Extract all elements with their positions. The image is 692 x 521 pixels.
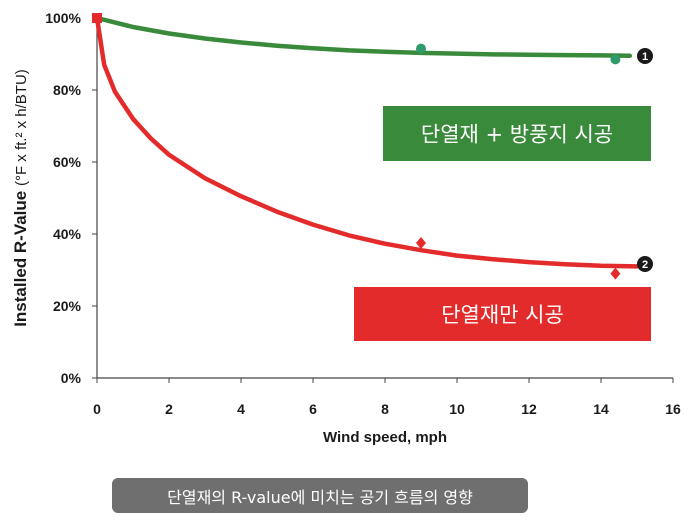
x-axis-title: Wind speed, mph [323,429,447,446]
y-tick-label: 0% [61,370,82,386]
x-tick-label: 14 [593,401,609,417]
series-1-label-box [383,106,651,161]
y-tick-label: 60% [53,154,82,170]
y-tick-label: 20% [53,298,82,314]
x-tick-label: 0 [93,401,101,417]
y-tick-label: 100% [45,10,81,26]
y-tick-label: 80% [53,82,82,98]
series-2-number-label: 2 [642,259,648,271]
x-tick-label: 2 [165,401,173,417]
x-tick-label: 8 [381,401,389,417]
x-tick-label: 12 [521,401,537,417]
series-1-point [416,43,426,54]
series-2-line [94,15,640,269]
series-1-number-badge [637,48,653,64]
series-2-number-badge [637,256,653,272]
y-axis-title-units: (°F x ft.² x h/BTU) [13,69,30,186]
series-2-point [416,237,426,249]
y-axis-title: Installed R-Value (°F x ft.² x h/BTU) [11,69,30,327]
x-tick-label: 16 [665,401,681,417]
y-tick-label: 40% [53,226,82,242]
series-1-number-label: 1 [642,51,648,63]
y-axis-title-main: Installed R-Value [11,186,30,327]
series-2-point [92,13,102,23]
series-1-line [94,15,633,59]
series-2-point [610,267,621,280]
x-tick-label: 6 [309,401,317,417]
series-2-label-box [354,287,651,341]
x-tick-label: 4 [237,401,245,417]
x-tick-label: 10 [449,401,465,417]
series-1-label: 단열재 + 방풍지 시공 [421,123,613,147]
chart-caption: 단열재의 R-value에 미치는 공기 흐름의 영향 [112,478,528,513]
series-2-label: 단열재만 시공 [441,303,564,327]
series-1-point [610,54,621,65]
